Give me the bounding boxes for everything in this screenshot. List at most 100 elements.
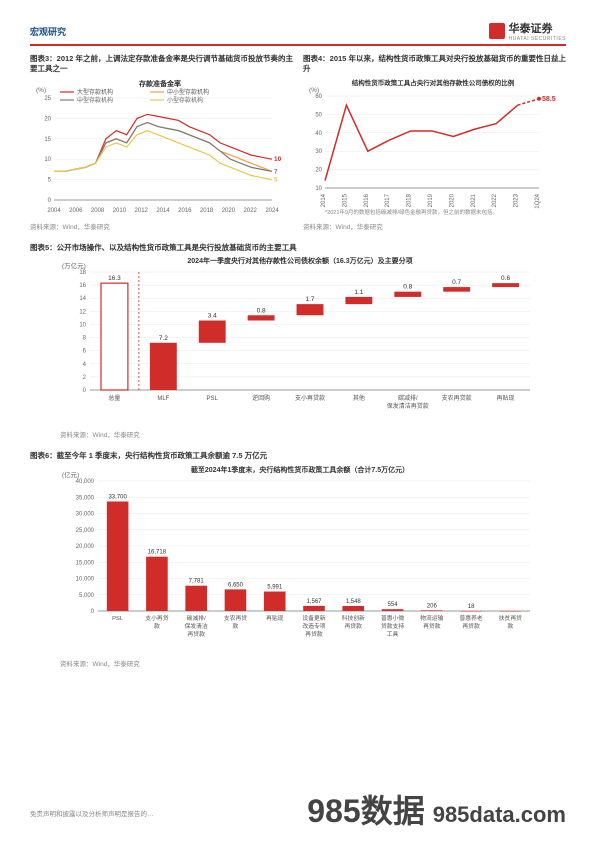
brand-logo: 华泰证券 HUATAI SECURITIES — [489, 20, 567, 42]
svg-text:2012: 2012 — [135, 208, 149, 214]
svg-text:20,000: 20,000 — [76, 544, 95, 550]
svg-text:(亿元): (亿元) — [62, 470, 79, 479]
svg-text:15,000: 15,000 — [76, 560, 95, 566]
svg-text:2006: 2006 — [69, 208, 83, 214]
svg-text:2004: 2004 — [47, 208, 61, 214]
svg-text:10: 10 — [315, 186, 322, 192]
footer-disclaimer: 免责声明和披露以及分析师声明是报告的… — [30, 808, 154, 818]
svg-text:普惠小微: 普惠小微 — [381, 614, 404, 622]
svg-text:2021: 2021 — [471, 193, 477, 207]
svg-text:2016: 2016 — [364, 193, 370, 207]
svg-text:其他: 其他 — [353, 394, 365, 402]
svg-text:PSL: PSL — [207, 396, 219, 402]
svg-text:改造专项: 改造专项 — [302, 622, 325, 630]
page-header: 宏观研究 华泰证券 HUATAI SECURITIES — [30, 20, 566, 46]
svg-text:30: 30 — [315, 149, 322, 155]
chart-4-title: 图表4：2015 年以来，结构性货币政策工具对央行投放基础货币的重要性日益上升 — [303, 54, 566, 74]
svg-text:支小再贷款: 支小再贷款 — [295, 394, 325, 402]
svg-text:MLF: MLF — [157, 396, 169, 402]
svg-text:再贷款: 再贷款 — [423, 622, 441, 630]
svg-text:0: 0 — [48, 198, 52, 204]
svg-text:58.5: 58.5 — [542, 95, 556, 102]
svg-text:25,000: 25,000 — [76, 528, 95, 534]
svg-text:16: 16 — [79, 283, 86, 289]
svg-text:款: 款 — [154, 622, 160, 630]
chart-4-svg: 结构性货币政策工具占央行对其他存款性公司债权的比例(%)102030405060… — [303, 76, 563, 216]
svg-text:3.4: 3.4 — [208, 313, 217, 320]
svg-text:4: 4 — [83, 362, 87, 368]
svg-text:2014: 2014 — [156, 208, 170, 214]
chart-5-title: 图表5：公开市场操作、以及结构性货币政策工具是央行投放基础货币的主要工具 — [30, 243, 566, 253]
svg-text:6: 6 — [83, 349, 87, 355]
svg-text:0.6: 0.6 — [501, 275, 510, 282]
svg-text:35,000: 35,000 — [76, 495, 95, 501]
chart-3-source: 资料来源：Wind，华泰研究 — [30, 221, 293, 231]
svg-text:碳减排/: 碳减排/ — [187, 614, 206, 622]
svg-text:10: 10 — [44, 157, 51, 163]
chart-3-svg: (%)存款准备金率大型存款机构中小型存款机构中型存款机构小型存款机构051015… — [30, 76, 290, 216]
brand-name-en: HUATAI SECURITIES — [509, 36, 567, 42]
top-charts-row: 图表3：2012 年之前，上调法定存款准备金率是央行调节基础货币投放节奏的主要工… — [30, 54, 566, 231]
svg-text:2: 2 — [83, 375, 87, 381]
svg-text:2010: 2010 — [113, 208, 127, 214]
logo-icon — [489, 23, 505, 39]
chart-5-source: 资料来源：Wind，华泰研究 — [60, 429, 566, 439]
svg-text:2008: 2008 — [91, 208, 105, 214]
svg-text:0: 0 — [83, 388, 87, 394]
svg-text:50: 50 — [315, 112, 322, 118]
svg-text:2022: 2022 — [244, 208, 258, 214]
section-label: 宏观研究 — [30, 25, 66, 38]
svg-text:1Q24: 1Q24 — [535, 193, 541, 208]
chart-4: 图表4：2015 年以来，结构性货币政策工具对央行投放基础货币的重要性日益上升 … — [303, 54, 566, 231]
svg-text:15: 15 — [44, 136, 51, 142]
chart-4-source: 资料来源：Wind，华泰研究 — [303, 221, 566, 231]
svg-text:保发清洁再贷款: 保发清洁再贷款 — [387, 402, 429, 410]
svg-text:工具: 工具 — [387, 631, 399, 638]
svg-text:款: 款 — [507, 622, 513, 630]
svg-text:206: 206 — [427, 603, 438, 609]
svg-text:2022: 2022 — [492, 193, 498, 207]
svg-text:贷款支持: 贷款支持 — [381, 622, 404, 630]
chart-3-title: 图表3：2012 年之前，上调法定存款准备金率是央行调节基础货币投放节奏的主要工… — [30, 54, 293, 74]
svg-text:7: 7 — [274, 168, 278, 175]
svg-text:10: 10 — [274, 156, 282, 163]
svg-text:小型存款机构: 小型存款机构 — [167, 96, 203, 104]
watermark: 985数据 985data.com — [307, 786, 566, 832]
chart-6-source: 资料来源：Wind，华泰研究 — [60, 658, 566, 668]
svg-text:再贴现: 再贴现 — [497, 394, 515, 402]
svg-text:25: 25 — [44, 96, 51, 102]
page-root: 宏观研究 华泰证券 HUATAI SECURITIES 图表3：2012 年之前… — [0, 0, 596, 678]
svg-text:PSL: PSL — [112, 616, 124, 622]
svg-text:再贷款: 再贷款 — [305, 630, 323, 638]
svg-text:总量: 总量 — [108, 394, 120, 402]
svg-text:33,700: 33,700 — [108, 494, 127, 500]
svg-text:科技创新: 科技创新 — [342, 614, 365, 622]
svg-text:支农再贷款: 支农再贷款 — [442, 394, 472, 402]
watermark-1: 985数据 — [307, 786, 424, 832]
svg-text:2024: 2024 — [265, 208, 279, 214]
svg-text:截至2024年1季度末，央行结构性货币政策工具余额（合计7.: 截至2024年1季度末，央行结构性货币政策工具余额（合计7.5万亿元） — [191, 465, 409, 474]
svg-text:保发清洁: 保发清洁 — [185, 622, 208, 630]
chart-5-svg: 2024年一季度央行对其他存款性公司债权余额（16.3万亿元）及主要分项(万亿元… — [60, 254, 540, 424]
svg-text:5: 5 — [48, 177, 52, 183]
svg-text:18: 18 — [468, 604, 475, 610]
svg-text:14: 14 — [79, 296, 86, 302]
svg-text:2016: 2016 — [178, 208, 192, 214]
svg-text:40: 40 — [315, 130, 322, 136]
svg-text:物流运输: 物流运输 — [420, 614, 443, 622]
svg-text:30,000: 30,000 — [76, 512, 95, 518]
svg-text:支小再贷: 支小再贷 — [145, 614, 168, 622]
svg-text:5: 5 — [274, 176, 278, 183]
svg-text:再贷款: 再贷款 — [187, 630, 205, 638]
svg-text:5,000: 5,000 — [79, 593, 95, 599]
svg-text:0.7: 0.7 — [452, 279, 461, 286]
svg-text:中小型存款机构: 中小型存款机构 — [167, 88, 209, 96]
svg-text:0.8: 0.8 — [257, 308, 266, 315]
svg-text:普惠养老: 普惠养老 — [459, 614, 482, 622]
svg-text:5,991: 5,991 — [267, 585, 283, 591]
svg-text:7.2: 7.2 — [159, 335, 168, 342]
svg-text:2018: 2018 — [200, 208, 214, 214]
svg-text:设备更新: 设备更新 — [302, 614, 325, 622]
svg-text:1,548: 1,548 — [346, 599, 362, 605]
svg-text:20: 20 — [315, 167, 322, 173]
